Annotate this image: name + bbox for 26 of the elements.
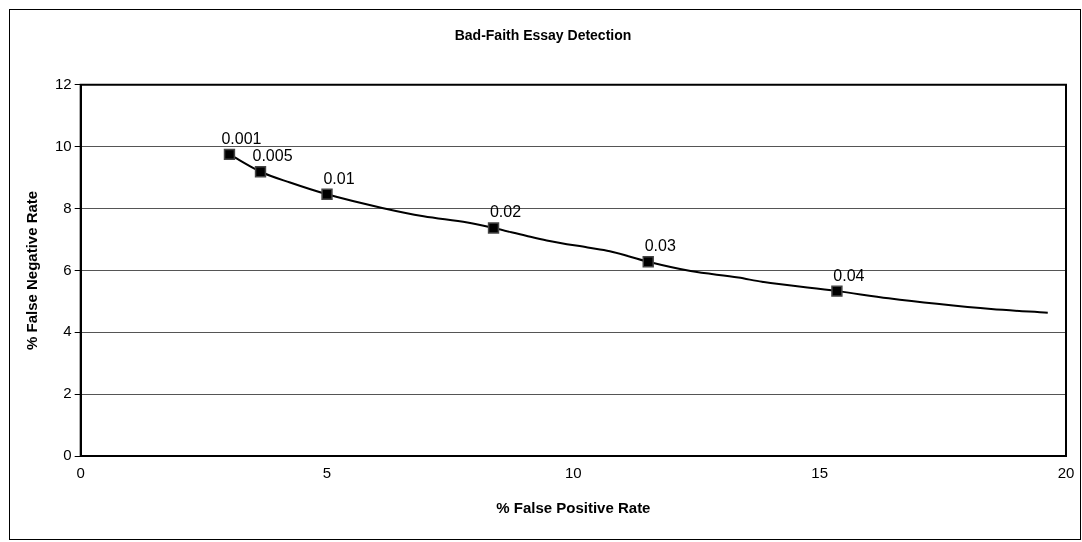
point	[642, 256, 654, 268]
y-axis-title: % False Negative Rate	[23, 190, 41, 351]
point	[254, 166, 267, 178]
x-tick-label: 10	[565, 464, 582, 482]
y-tick-label: 10	[55, 136, 72, 154]
annotation: 0.01	[323, 169, 355, 187]
point	[223, 148, 236, 161]
x-tick-label: 15	[811, 464, 829, 482]
point	[321, 188, 333, 200]
annotation: 0.001	[221, 129, 262, 147]
y-tick-label: 12	[55, 74, 72, 92]
y-tick-label: 4	[63, 322, 72, 340]
point	[487, 222, 500, 234]
x-axis-title: % False Positive Rate	[496, 499, 651, 517]
x-tick-label: 5	[322, 464, 332, 482]
y-tick-label: 8	[63, 198, 72, 216]
annotation: 0.03	[644, 237, 676, 255]
y-tick-label: 2	[63, 384, 72, 402]
chart-title: Bad-Faith Essay Detection	[454, 27, 632, 44]
annotation: 0.005	[252, 147, 293, 165]
point	[831, 285, 843, 297]
x-tick-label: 20	[1057, 464, 1075, 482]
y-tick-label: 0	[63, 446, 72, 464]
y-tick-label: 6	[63, 260, 72, 278]
annotation: 0.04	[833, 266, 865, 284]
x-tick-label: 0	[76, 464, 85, 482]
